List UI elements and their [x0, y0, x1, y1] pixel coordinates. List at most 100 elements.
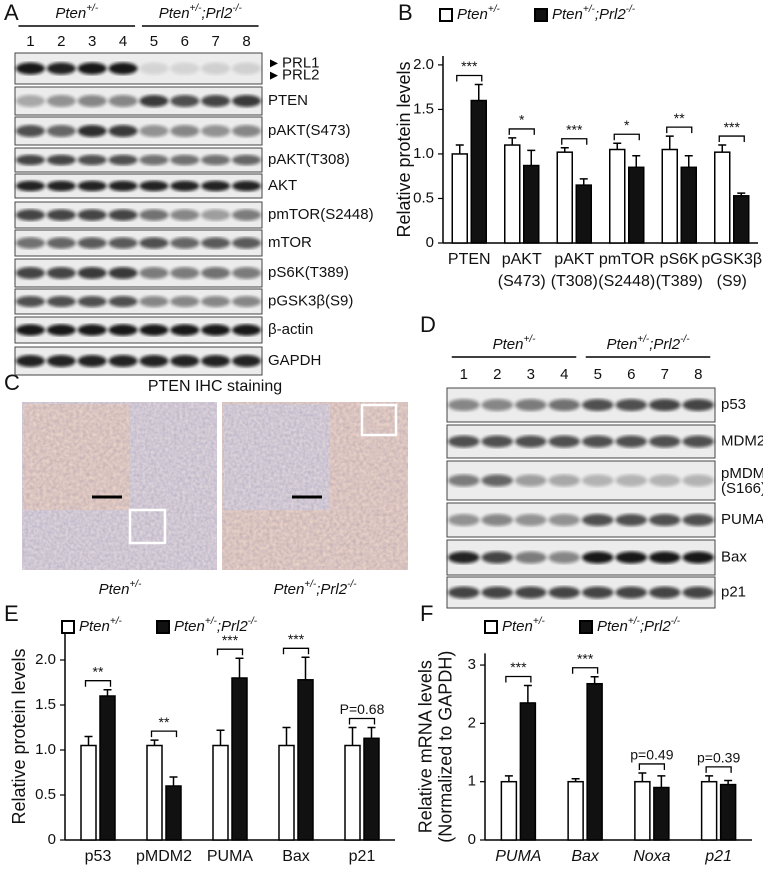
x-tick-label: (T308) — [551, 273, 598, 290]
bar — [567, 780, 584, 841]
blot-band — [46, 154, 76, 166]
bar — [609, 148, 626, 244]
blot-band — [77, 355, 107, 367]
x-tick-label: Noxa — [633, 848, 670, 865]
legend-swatch — [534, 8, 548, 22]
blot-band — [201, 355, 231, 367]
significance-label: * — [624, 117, 630, 133]
blot-band — [77, 209, 107, 221]
significance-label: *** — [577, 650, 594, 666]
bar — [297, 679, 314, 841]
blot-band — [448, 399, 480, 411]
blot-band — [548, 435, 580, 448]
y-axis-label: Relative protein levels — [9, 648, 29, 824]
x-tick-label: pMDM2 — [136, 848, 192, 865]
blot-band — [682, 586, 714, 599]
row-label: β-actin — [268, 321, 313, 338]
row-label: PTEN — [268, 92, 308, 109]
row-label: pMDM2 — [721, 465, 763, 482]
error-bar — [632, 154, 641, 168]
bar — [519, 702, 537, 841]
blot-band — [15, 209, 45, 221]
ihc-label: Pten+/-;Prl2-/- — [273, 579, 357, 598]
significance-label: p=0.49 — [630, 747, 673, 763]
row-label: PUMA — [721, 511, 763, 528]
blot-band — [46, 355, 76, 367]
blot-band — [201, 237, 231, 249]
bar — [470, 99, 487, 244]
blot-band — [170, 95, 200, 107]
ihc-title: PTEN IHC staining — [148, 378, 282, 395]
bar — [80, 744, 97, 841]
legend-label: Pten+/-;Prl2-/- — [552, 4, 636, 23]
legend-swatch — [61, 620, 75, 634]
row-label: pAKT(T308) — [268, 151, 350, 168]
x-tick-label: p21 — [704, 848, 732, 865]
blot-band — [448, 586, 480, 599]
blot-band — [201, 180, 231, 192]
error-bar — [523, 684, 532, 703]
blot-band — [582, 551, 614, 564]
legend-label: Pten+/- — [502, 616, 545, 635]
row-label: mTOR — [268, 234, 312, 251]
lane-label: 3 — [88, 33, 96, 50]
x-tick-label: p21 — [349, 848, 376, 865]
blot-band — [201, 125, 231, 137]
significance-bracket — [216, 648, 244, 656]
bar — [344, 744, 361, 841]
blot-band — [77, 296, 107, 307]
blot-band — [139, 209, 169, 221]
error-bar — [657, 775, 666, 788]
blot-band — [46, 95, 76, 107]
error-bar — [571, 778, 580, 782]
blot-band — [582, 586, 614, 599]
band-arrow — [270, 71, 278, 80]
blot-band — [201, 154, 231, 166]
blot-band — [448, 551, 480, 564]
error-bar — [301, 656, 310, 680]
significance-bracket — [705, 766, 732, 773]
error-bar — [737, 192, 746, 196]
blot-band — [108, 154, 138, 166]
blot-band — [448, 474, 480, 487]
blot-band — [77, 62, 107, 75]
blot-band — [139, 125, 169, 137]
blot-band — [15, 62, 45, 75]
lane-label: 1 — [460, 366, 468, 383]
blot-band — [170, 237, 200, 249]
blot-band — [170, 154, 200, 166]
significance-bracket — [505, 675, 532, 683]
blot-band — [232, 237, 262, 249]
x-tick-label: p53 — [85, 848, 112, 865]
panel-label: A — [4, 0, 19, 25]
lane-label: 6 — [181, 33, 189, 50]
lane-label: 4 — [560, 366, 568, 383]
error-bar — [579, 178, 588, 186]
x-tick-label: Bax — [282, 848, 310, 865]
blot-band — [77, 267, 107, 279]
significance-label: *** — [510, 659, 527, 675]
bar — [363, 737, 380, 841]
y-tick-label: 0.5 — [35, 786, 56, 803]
x-tick-label: Bax — [571, 848, 600, 865]
lane-label: 6 — [627, 366, 635, 383]
bar — [586, 682, 603, 841]
group-label: Pten+/- — [55, 3, 98, 22]
blot-band — [481, 514, 513, 526]
bar — [212, 744, 229, 841]
blot-band — [46, 267, 76, 279]
group-label: Pten+/-;Prl2-/- — [606, 334, 690, 353]
error-bar — [367, 726, 376, 739]
blot-band — [515, 399, 547, 411]
y-tick-label: 2.0 — [35, 651, 56, 668]
blot-band — [481, 551, 513, 564]
blot-band — [46, 237, 76, 249]
blot-band — [481, 474, 513, 487]
blot-band — [108, 125, 138, 137]
ihc-panel: PTEN IHC staining Pten+/- Pten+/-;Prl2-/… — [21, 378, 409, 598]
lane-label: 4 — [119, 33, 127, 50]
blot-band — [170, 125, 200, 137]
blot-band — [139, 296, 169, 307]
lane-label: 8 — [242, 33, 250, 50]
panel-label: E — [4, 601, 19, 626]
